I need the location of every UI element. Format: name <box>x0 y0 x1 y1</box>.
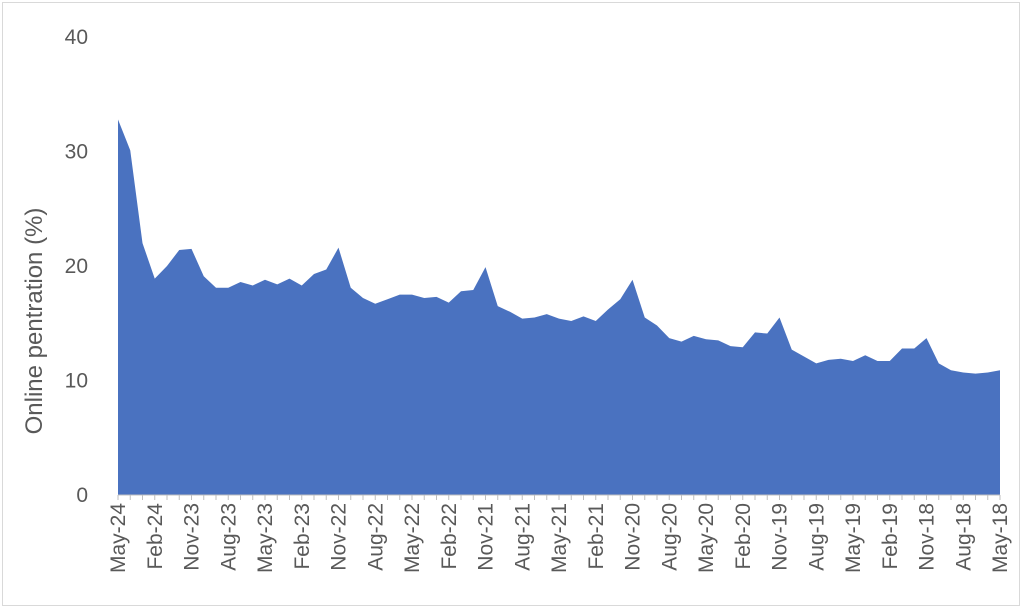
y-tick-label: 30 <box>65 141 88 164</box>
x-tick-label: Aug-20 <box>658 503 681 571</box>
x-tick-label: Aug-18 <box>952 503 975 571</box>
x-tick-label: Nov-22 <box>328 503 351 571</box>
y-tick-label: 0 <box>76 484 88 507</box>
x-tick-label: May-24 <box>107 503 130 573</box>
x-tick-label: Nov-21 <box>475 503 498 571</box>
y-tick-label: 20 <box>65 255 88 278</box>
x-tick-label: May-21 <box>548 503 571 573</box>
x-tick-label: Aug-21 <box>511 503 534 571</box>
area-series <box>118 119 1000 495</box>
x-tick-label: Feb-22 <box>438 503 461 570</box>
x-tick-label: Nov-20 <box>622 503 645 571</box>
x-tick-label: Feb-24 <box>144 503 167 570</box>
y-axis-label: Online pentration (%) <box>21 208 48 435</box>
x-tick-label: May-22 <box>401 503 424 573</box>
x-tick-label: Feb-20 <box>732 503 755 570</box>
x-tick-label: Aug-22 <box>364 503 387 571</box>
x-tick-label: Nov-19 <box>769 503 792 571</box>
x-tick-label: May-23 <box>254 503 277 573</box>
x-tick-label: Feb-19 <box>879 503 902 570</box>
x-tick-label: May-18 <box>989 503 1012 573</box>
x-tick-label: Aug-23 <box>217 503 240 571</box>
x-tick-label: Aug-19 <box>805 503 828 571</box>
x-tick-label: Nov-23 <box>181 503 204 571</box>
x-tick-label: May-20 <box>695 503 718 573</box>
y-tick-label: 40 <box>65 26 88 49</box>
y-tick-label: 10 <box>65 370 88 393</box>
x-tick-label: Feb-23 <box>291 503 314 570</box>
x-tick-label: Nov-18 <box>916 503 939 571</box>
x-tick-label: Feb-21 <box>585 503 608 570</box>
x-tick-label: May-19 <box>842 503 865 573</box>
